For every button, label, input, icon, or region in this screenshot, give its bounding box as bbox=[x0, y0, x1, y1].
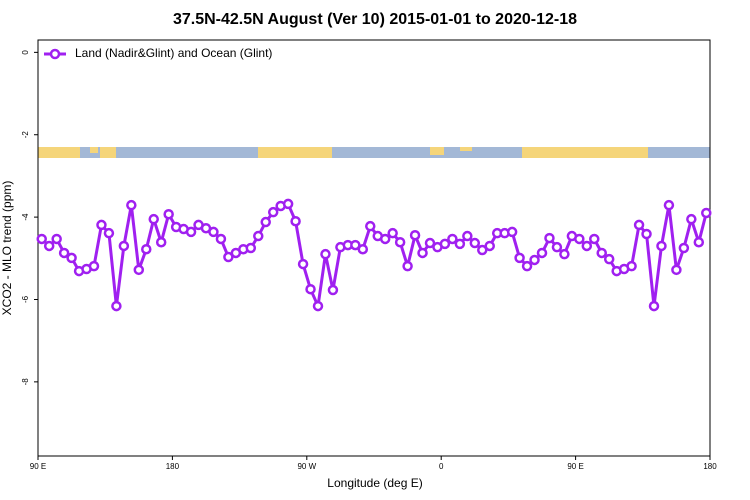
data-point bbox=[477, 244, 488, 256]
data-point bbox=[118, 240, 130, 252]
data-point bbox=[417, 247, 428, 259]
data-point bbox=[581, 240, 593, 252]
data-point bbox=[402, 260, 413, 272]
data-point bbox=[365, 220, 376, 232]
data-point bbox=[260, 216, 271, 228]
data-point bbox=[379, 233, 391, 245]
data-point bbox=[96, 219, 107, 231]
data-point bbox=[596, 247, 607, 259]
data-point bbox=[245, 242, 257, 254]
data-point bbox=[671, 264, 682, 276]
data-point bbox=[641, 228, 652, 240]
y-tick-label: -8 bbox=[21, 378, 30, 386]
data-point bbox=[111, 300, 122, 312]
plot-frame bbox=[37, 39, 711, 457]
data-point bbox=[223, 251, 234, 263]
data-point bbox=[536, 247, 548, 259]
data-point bbox=[387, 227, 398, 239]
data-point bbox=[312, 300, 324, 312]
legend-marker bbox=[49, 48, 61, 60]
data-point bbox=[701, 207, 712, 219]
y-tick-label: -6 bbox=[21, 295, 30, 303]
data-point bbox=[678, 242, 690, 254]
data-point bbox=[36, 233, 47, 245]
data-point bbox=[559, 248, 570, 260]
data-point bbox=[66, 252, 77, 264]
y-tick-label: -4 bbox=[21, 213, 30, 221]
data-point bbox=[484, 240, 495, 252]
data-point bbox=[51, 233, 62, 245]
data-point bbox=[693, 236, 705, 248]
data-point bbox=[350, 239, 361, 251]
data-point bbox=[648, 300, 660, 312]
data-point bbox=[290, 215, 301, 227]
data-point bbox=[267, 206, 279, 218]
x-tick-label: 180 bbox=[703, 462, 717, 471]
data-point bbox=[529, 254, 540, 266]
data-point bbox=[215, 233, 227, 245]
x-axis-label: Longitude (deg E) bbox=[327, 476, 422, 490]
data-point bbox=[58, 247, 70, 259]
data-point bbox=[469, 237, 481, 249]
data-point bbox=[603, 253, 615, 265]
data-point bbox=[521, 260, 533, 272]
data-point bbox=[103, 227, 115, 239]
data-point bbox=[439, 238, 451, 250]
data-point bbox=[43, 240, 55, 252]
data-point bbox=[133, 264, 145, 276]
data-point bbox=[663, 199, 675, 211]
data-point bbox=[551, 241, 563, 253]
data-point bbox=[462, 230, 473, 242]
data-point bbox=[589, 233, 600, 245]
x-tick-label: 0 bbox=[439, 462, 444, 471]
data-point bbox=[454, 238, 466, 250]
data-point bbox=[686, 213, 697, 225]
data-point bbox=[574, 233, 585, 245]
data-point bbox=[148, 213, 159, 225]
map-strip bbox=[38, 147, 710, 158]
x-tick-label: 90 W bbox=[297, 462, 316, 471]
data-point bbox=[409, 229, 421, 241]
data-point bbox=[126, 199, 137, 211]
data-point bbox=[514, 252, 525, 264]
legend: Land (Nadir&Glint) and Ocean (Glint) bbox=[44, 46, 272, 60]
data-point bbox=[424, 237, 436, 249]
data-point bbox=[282, 198, 294, 210]
data-point bbox=[253, 230, 264, 242]
chart-title: 37.5N-42.5N August (Ver 10) 2015-01-01 t… bbox=[173, 11, 577, 28]
data-point bbox=[163, 208, 174, 220]
x-tick-label: 90 E bbox=[30, 462, 46, 471]
y-axis-label: XCO2 - MLO trend (ppm) bbox=[0, 181, 14, 316]
data-point bbox=[208, 226, 219, 238]
y-tick-label: 0 bbox=[21, 50, 30, 55]
data-point bbox=[141, 243, 152, 255]
data-point bbox=[327, 284, 339, 296]
data-point bbox=[88, 260, 100, 272]
data-point bbox=[447, 233, 458, 245]
data-point bbox=[656, 240, 667, 252]
y-tick-label: -2 bbox=[21, 131, 30, 139]
data-point bbox=[626, 260, 637, 272]
data-point bbox=[633, 219, 645, 231]
data-point bbox=[185, 226, 197, 238]
data-point bbox=[506, 226, 518, 238]
data-point bbox=[320, 248, 331, 260]
data-point bbox=[394, 236, 406, 248]
data-point bbox=[297, 258, 309, 270]
data-point bbox=[357, 243, 369, 255]
x-tick-label: 90 E bbox=[567, 462, 583, 471]
data-point bbox=[155, 236, 167, 248]
data-point bbox=[305, 283, 316, 295]
data-point bbox=[544, 232, 555, 244]
legend-label: Land (Nadir&Glint) and Ocean (Glint) bbox=[75, 46, 272, 60]
x-tick-label: 180 bbox=[166, 462, 180, 471]
